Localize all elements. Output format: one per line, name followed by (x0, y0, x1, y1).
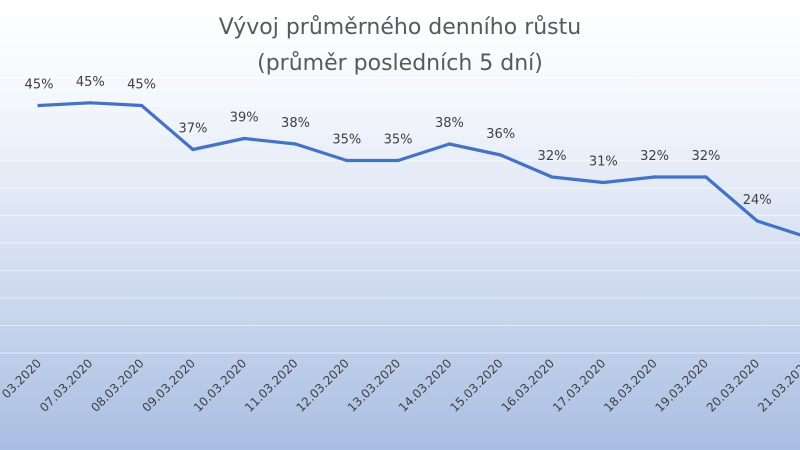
data-label: 32% (691, 149, 720, 164)
data-label: 38% (435, 116, 464, 131)
x-tick-label: 17.03.2020 (550, 356, 608, 414)
x-tick-label: 18.03.2020 (601, 356, 659, 414)
x-tick-label: 13.03.2020 (345, 356, 403, 414)
x-tick-label: 03.2020 (0, 356, 44, 401)
data-point (499, 153, 503, 157)
data-label: 45% (25, 78, 54, 93)
data-point (37, 103, 41, 108)
x-tick-label: 15.03.2020 (447, 356, 505, 414)
data-label: 38% (281, 116, 310, 131)
x-tick-label: 08.03.2020 (88, 356, 146, 414)
data-point (242, 136, 246, 141)
data-point (293, 142, 298, 146)
x-tick-label: 21.03.2020 (755, 356, 800, 414)
x-tick-label: 16.03.2020 (499, 356, 557, 414)
x-tick-label: 11.03.2020 (242, 356, 300, 414)
x-tick-label: 14.03.2020 (396, 356, 454, 414)
x-tick-label: 19.03.2020 (653, 356, 711, 414)
data-label: 35% (384, 133, 413, 148)
x-tick-label: 12.03.2020 (293, 356, 351, 414)
data-point (396, 158, 400, 163)
x-axis: 03.202007.03.202008.03.202009.03.202010.… (0, 356, 800, 414)
data-label: 31% (589, 155, 618, 170)
data-label: 39% (230, 111, 259, 126)
data-point (601, 180, 605, 185)
data-label: 45% (127, 78, 156, 93)
data-point (447, 142, 451, 146)
data-labels: 45% 45% 45% 37% 39% 38% 35% 35% 38% 36% 32% 31% 32% 3… (25, 75, 772, 208)
data-label: 45% (76, 75, 105, 90)
chart-subtitle: (průměr posledních 5 dní) (257, 51, 543, 76)
data-point (550, 175, 554, 179)
data-point (755, 219, 759, 223)
x-tick-label: 10.03.2020 (191, 356, 249, 414)
data-point (88, 101, 92, 105)
data-point (653, 175, 657, 179)
plot-area (37, 101, 800, 237)
data-label: 24% (743, 193, 772, 208)
gridlines (0, 77, 800, 354)
data-point (345, 158, 349, 163)
chart-title: Vývoj průměrného denního růstu (218, 15, 582, 40)
data-label: 35% (332, 133, 361, 148)
series-line (37, 101, 800, 237)
data-label: 36% (486, 127, 515, 142)
data-point (140, 103, 144, 108)
data-label: 32% (640, 149, 669, 164)
data-point (191, 147, 195, 152)
x-tick-label: 20.03.2020 (704, 356, 762, 414)
data-label: 32% (538, 149, 567, 164)
data-point (704, 175, 708, 179)
data-label: 37% (178, 122, 207, 137)
x-tick-label: 09.03.2020 (140, 356, 198, 414)
x-tick-label: 07.03.2020 (37, 356, 95, 414)
